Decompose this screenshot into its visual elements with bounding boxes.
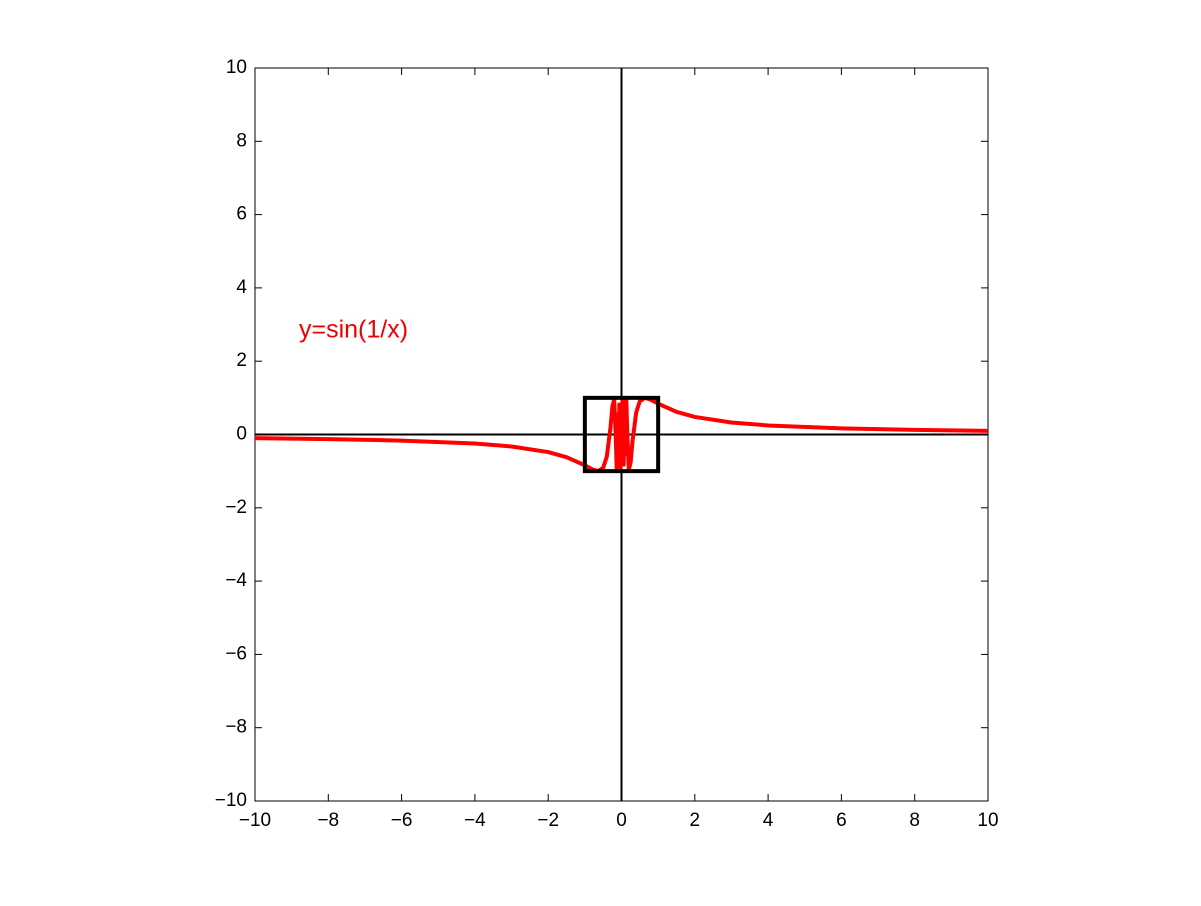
x-tick-label: 0 bbox=[616, 810, 627, 831]
y-tick-label: −4 bbox=[225, 570, 247, 591]
x-tick-label: 4 bbox=[763, 810, 774, 831]
x-tick-label: 8 bbox=[909, 810, 920, 831]
annotation: y=sin(1/x) bbox=[299, 316, 408, 344]
y-tick-label: −2 bbox=[225, 497, 247, 518]
x-tick-label: −8 bbox=[317, 810, 339, 831]
x-tick-label: −4 bbox=[464, 810, 486, 831]
x-tick-label: 10 bbox=[977, 810, 998, 831]
y-tick-label: −8 bbox=[225, 717, 247, 738]
x-tick-label: −10 bbox=[239, 810, 271, 831]
line bbox=[254, 395, 989, 474]
y-tick-label: 8 bbox=[236, 130, 247, 151]
y-tick-label: 0 bbox=[236, 424, 247, 445]
y-tick-label: 4 bbox=[236, 277, 247, 298]
y-tick-label: 6 bbox=[236, 204, 247, 225]
y-tick-label: −6 bbox=[225, 643, 247, 664]
x-tick-label: −2 bbox=[537, 810, 559, 831]
x-tick-label: 6 bbox=[836, 810, 847, 831]
box bbox=[582, 395, 661, 474]
y-tick-label: 10 bbox=[226, 57, 247, 78]
y-tick-label: 2 bbox=[236, 350, 247, 371]
x-tick-label: 2 bbox=[690, 810, 701, 831]
y-tick-label: −10 bbox=[215, 790, 247, 811]
x-tick-label: −6 bbox=[391, 810, 413, 831]
